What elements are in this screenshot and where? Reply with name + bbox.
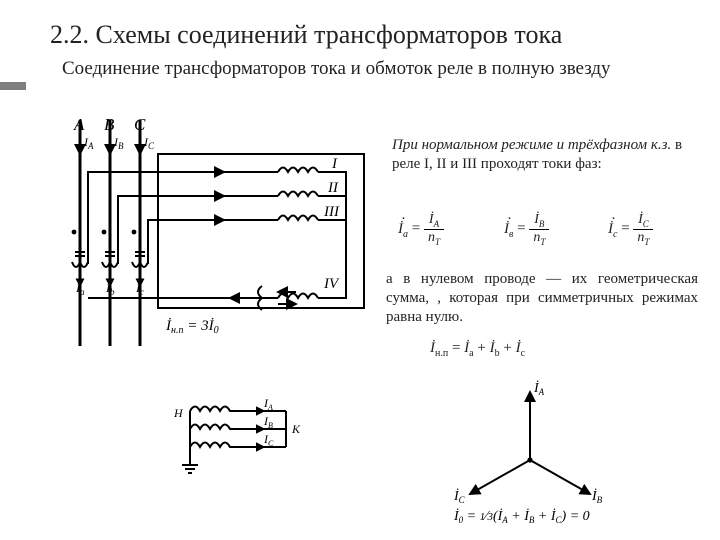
svg-text:İA: İA: [533, 380, 545, 397]
svg-text:I: I: [331, 156, 338, 172]
svg-text:İB: İB: [591, 488, 603, 505]
svg-text:IA: IA: [263, 396, 273, 412]
svg-text:II: II: [327, 180, 339, 196]
svg-text:İн.п = 3İ0: İн.п = 3İ0: [165, 318, 219, 336]
svg-text:Н: Н: [173, 406, 184, 420]
svg-text:IA: IA: [83, 135, 94, 151]
equation-neutral-sum: İн.п = İa + İb + İc: [430, 340, 525, 359]
svg-text:IC: IC: [143, 135, 155, 151]
section-title: 2.2. Схемы соединений трансформаторов то…: [50, 20, 562, 50]
svg-text:B: B: [104, 115, 115, 134]
svg-text:C: C: [134, 115, 146, 134]
paragraph-1-italic: При нормальном режиме и трёхфазном к.з.: [392, 137, 671, 153]
svg-text:К: К: [291, 422, 301, 436]
svg-text:III: III: [323, 204, 340, 220]
svg-text:IB: IB: [263, 414, 273, 430]
equations-phase-currents: İa = İAnT İв = İBnT İc = İCnT: [392, 200, 692, 254]
slide-bullet: [0, 82, 26, 90]
svg-text:A: A: [73, 115, 85, 134]
section-subtitle: Соединение трансформаторов тока и обмото…: [62, 58, 611, 80]
figure-phasor-star: İA İB İC İ0 = 1⁄3(İA + İB + İC) = 0: [420, 378, 640, 528]
paragraph-2: а в нулевом проводе — их гео­метрическая…: [386, 270, 698, 328]
paragraph-1: При нормальном режиме и трёхфазном к.з. …: [392, 136, 692, 174]
svg-text:İC: İC: [453, 488, 466, 505]
svg-text:IB: IB: [113, 135, 124, 151]
svg-text:IC: IC: [263, 432, 274, 448]
svg-text:IV: IV: [323, 276, 340, 292]
figure-star-connection: A B C IA IB IC Ia Ib Ic: [46, 114, 376, 354]
svg-text:İ0 = 1⁄3(İA + İB + İC) = 0: İ0 = 1⁄3(İA + İB + İC) = 0: [453, 508, 590, 525]
figure-transformer-nk: Н К IA IB IC: [166, 395, 316, 481]
